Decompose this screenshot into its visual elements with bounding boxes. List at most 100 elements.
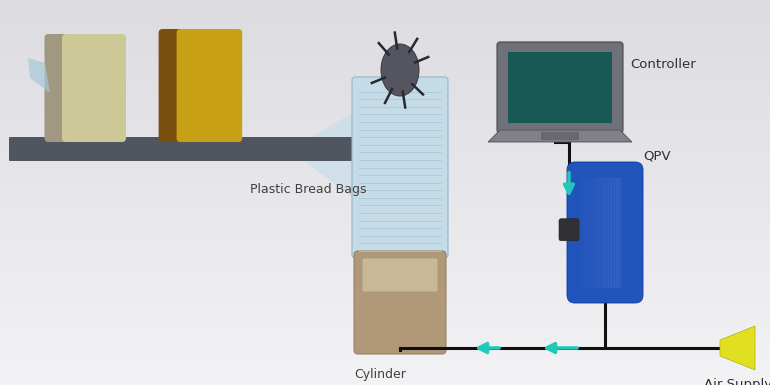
Polygon shape <box>720 326 755 370</box>
Bar <box>0 337 770 340</box>
Bar <box>0 32 770 35</box>
Bar <box>0 61 770 64</box>
Bar <box>0 221 770 224</box>
Bar <box>0 273 770 276</box>
Bar <box>0 363 770 366</box>
Text: QPV: QPV <box>643 149 671 162</box>
Bar <box>0 138 770 141</box>
FancyBboxPatch shape <box>159 29 224 142</box>
Bar <box>0 90 770 93</box>
Bar <box>0 378 770 382</box>
Bar <box>0 35 770 39</box>
Ellipse shape <box>381 44 419 96</box>
Bar <box>0 224 770 228</box>
Bar <box>0 301 770 305</box>
Text: Plastic Bread Bags: Plastic Bread Bags <box>250 184 367 196</box>
Bar <box>0 276 770 279</box>
Bar <box>0 247 770 250</box>
Bar <box>0 382 770 385</box>
Bar <box>0 228 770 231</box>
Bar <box>0 99 770 103</box>
FancyBboxPatch shape <box>62 34 126 142</box>
Bar <box>0 48 770 51</box>
Bar <box>0 308 770 311</box>
Bar <box>0 356 770 359</box>
FancyBboxPatch shape <box>354 251 446 354</box>
Bar <box>0 346 770 350</box>
Bar <box>0 340 770 343</box>
Bar <box>0 238 770 241</box>
Bar <box>0 77 770 80</box>
Bar <box>0 112 770 115</box>
Bar <box>0 260 770 263</box>
Bar <box>0 266 770 269</box>
Bar <box>0 311 770 315</box>
FancyBboxPatch shape <box>176 29 243 142</box>
Bar <box>0 244 770 247</box>
Bar <box>0 96 770 99</box>
Bar <box>0 334 770 337</box>
Bar <box>0 147 770 151</box>
Bar <box>0 343 770 346</box>
Bar <box>0 359 770 363</box>
Bar <box>578 178 581 287</box>
Bar <box>0 3 770 7</box>
Bar <box>0 183 770 186</box>
FancyBboxPatch shape <box>541 132 578 139</box>
FancyBboxPatch shape <box>497 42 623 133</box>
Bar <box>0 212 770 215</box>
Bar <box>0 282 770 286</box>
Bar <box>0 241 770 244</box>
Bar <box>0 366 770 369</box>
Bar <box>599 178 602 287</box>
Bar <box>596 178 599 287</box>
Bar <box>0 125 770 128</box>
Bar <box>0 0 770 3</box>
Bar <box>0 176 770 180</box>
Bar <box>0 161 770 164</box>
Bar <box>0 154 770 157</box>
Bar <box>0 132 770 135</box>
Bar <box>0 305 770 308</box>
Bar <box>0 164 770 167</box>
Bar <box>0 151 770 154</box>
Bar <box>0 257 770 260</box>
Bar <box>0 42 770 45</box>
Bar <box>0 315 770 318</box>
Bar <box>0 199 770 202</box>
Bar <box>0 202 770 205</box>
Bar <box>0 26 770 29</box>
Bar <box>0 58 770 61</box>
Bar <box>0 144 770 147</box>
Bar <box>0 19 770 22</box>
FancyBboxPatch shape <box>508 52 612 123</box>
Bar <box>0 327 770 330</box>
Bar <box>0 215 770 218</box>
Bar <box>0 141 770 144</box>
Bar <box>0 70 770 74</box>
Bar <box>0 122 770 125</box>
Text: Cylinder: Cylinder <box>354 368 406 381</box>
Bar <box>0 80 770 84</box>
Bar <box>0 22 770 26</box>
Bar <box>0 106 770 109</box>
Bar <box>0 209 770 212</box>
Bar <box>605 178 608 287</box>
Bar <box>0 109 770 112</box>
FancyBboxPatch shape <box>9 137 366 161</box>
Bar <box>0 295 770 298</box>
Bar <box>0 93 770 96</box>
Bar <box>0 29 770 32</box>
Bar <box>611 178 614 287</box>
Bar <box>0 116 770 119</box>
FancyBboxPatch shape <box>352 77 448 258</box>
Bar <box>581 178 584 287</box>
Bar <box>587 178 590 287</box>
Bar <box>0 231 770 234</box>
Bar <box>0 119 770 122</box>
Bar <box>0 128 770 132</box>
Bar <box>590 178 593 287</box>
Bar <box>0 67 770 70</box>
Bar <box>584 178 587 287</box>
Bar <box>0 10 770 13</box>
